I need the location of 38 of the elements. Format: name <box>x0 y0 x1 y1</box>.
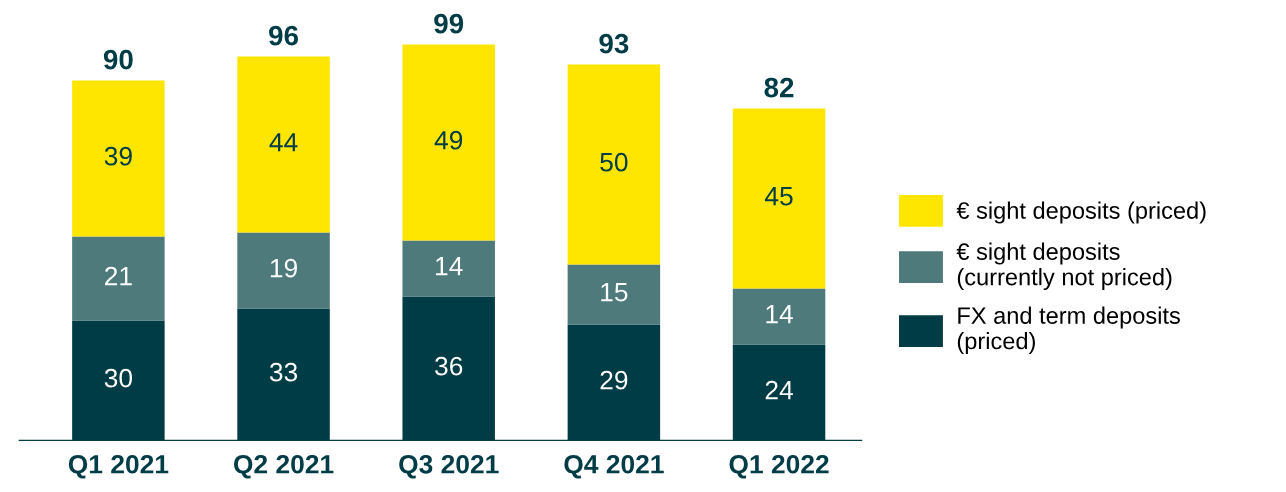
data-label: 14 <box>766 305 793 324</box>
total-label: 96 <box>269 25 298 46</box>
x-tick-label: Q1 2022 <box>729 454 829 479</box>
x-tick-label: Q4 2021 <box>564 454 664 479</box>
data-label: 29 <box>600 370 628 390</box>
data-label: 24 <box>765 380 793 400</box>
x-tick-label: Q1 2021 <box>68 454 169 479</box>
x-tick-label: Q2 2021 <box>234 454 334 479</box>
bar <box>237 232 330 309</box>
data-label: 44 <box>269 133 298 152</box>
data-label: 39 <box>104 146 132 166</box>
bar <box>732 288 826 345</box>
bar <box>402 44 495 241</box>
bar <box>732 108 826 289</box>
data-label: 50 <box>600 152 628 172</box>
bar <box>567 64 661 265</box>
data-label: 30 <box>104 368 133 388</box>
bar <box>402 240 495 297</box>
total-label: 99 <box>434 13 464 34</box>
data-label: 45 <box>764 187 793 206</box>
bar <box>237 56 330 233</box>
bar <box>72 80 165 237</box>
bar <box>72 236 165 321</box>
total-label: 90 <box>103 49 133 70</box>
data-label: 21 <box>105 266 132 286</box>
total-label: 82 <box>764 77 794 98</box>
legend-label: € sight deposits (priced) <box>956 201 1206 224</box>
legend-label: € sight deposits (currently not priced) <box>956 242 1172 291</box>
data-label: 33 <box>269 362 298 382</box>
bar <box>567 264 661 325</box>
legend-label: FX and term deposits (priced) <box>957 306 1180 355</box>
data-label: 19 <box>270 258 297 278</box>
data-label: 15 <box>601 283 628 302</box>
x-tick-label: Q3 2021 <box>399 454 499 479</box>
total-label: 93 <box>599 33 629 54</box>
data-label: 49 <box>434 130 463 150</box>
data-label: 14 <box>436 257 463 276</box>
data-label: 36 <box>435 356 463 376</box>
